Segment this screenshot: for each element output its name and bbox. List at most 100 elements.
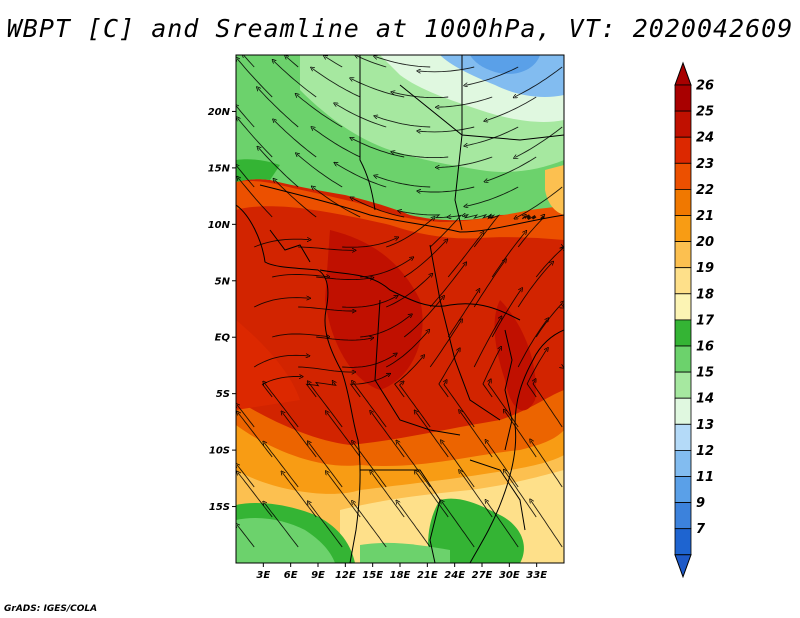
lon-tick-label: 30E xyxy=(499,570,520,581)
streamline xyxy=(473,318,501,368)
streamline xyxy=(360,258,412,278)
streamline xyxy=(397,442,431,488)
streamline xyxy=(442,441,475,488)
streamline xyxy=(335,104,387,128)
lat-tick-label: EQ xyxy=(215,333,231,344)
lon-tick-label: 18E xyxy=(390,570,411,581)
border-central-1 xyxy=(319,269,521,321)
colorbar-swatch xyxy=(674,215,692,243)
streamline xyxy=(442,501,475,548)
streamline xyxy=(237,465,255,488)
streamline xyxy=(327,472,361,518)
lat-tick-label: 5S xyxy=(216,389,230,400)
streamline xyxy=(415,412,449,458)
lon-tick-label: 6E xyxy=(284,570,298,581)
colorbar-label: 16 xyxy=(696,340,714,355)
colorbar-label: 19 xyxy=(696,261,714,276)
streamline xyxy=(316,337,372,340)
streamline xyxy=(356,56,387,68)
colorbar-label: 20 xyxy=(696,235,714,250)
streamline xyxy=(522,215,537,220)
streamline xyxy=(419,66,475,72)
colorbar-label: 23 xyxy=(696,157,714,172)
streamline xyxy=(264,443,299,488)
colorbar-label: 21 xyxy=(696,209,714,224)
colorbar-label: 18 xyxy=(696,287,714,302)
lat-tick-label: 15S xyxy=(209,502,230,513)
streamline xyxy=(272,333,328,337)
border-sahel xyxy=(259,184,564,233)
streamline xyxy=(298,246,354,250)
streamline xyxy=(327,412,361,458)
streamline xyxy=(482,348,501,398)
colorbar-label: 24 xyxy=(696,131,714,146)
streamline xyxy=(386,275,431,308)
colorbar-label: 17 xyxy=(696,313,715,328)
lon-tick-label: 33E xyxy=(526,570,547,581)
streamline xyxy=(237,59,273,98)
lat-tick-label: 20N xyxy=(208,107,231,118)
streamline xyxy=(419,186,475,192)
streamline xyxy=(489,381,519,428)
colorbar-swatch xyxy=(674,345,692,373)
streamline xyxy=(312,68,361,98)
streamline xyxy=(309,382,343,428)
credit-text: GrADS: IGES/COLA xyxy=(4,604,98,614)
lon-tick-label: 27E xyxy=(472,570,493,581)
lat-tick-label: 5N xyxy=(215,276,231,287)
streamline xyxy=(352,138,405,158)
streamline xyxy=(491,289,521,338)
streamline xyxy=(398,382,431,428)
streamline xyxy=(261,377,301,398)
streamline xyxy=(297,154,343,188)
streamline xyxy=(244,55,255,68)
streamline xyxy=(325,57,343,68)
streamline xyxy=(403,297,443,338)
borders xyxy=(236,55,564,563)
streamline xyxy=(349,374,389,398)
streamline xyxy=(264,383,299,428)
streamline xyxy=(486,501,519,548)
streamline xyxy=(316,277,372,280)
streamline xyxy=(258,88,299,128)
field-northwest-green-strip xyxy=(236,159,280,182)
colorbar-swatch xyxy=(674,110,692,138)
lat-tick-label: 15N xyxy=(208,163,231,174)
streamline xyxy=(437,156,493,167)
colorbar-top-arrow xyxy=(674,61,692,86)
border-central-3 xyxy=(429,244,501,421)
streamline xyxy=(386,218,433,248)
lon-tick-label: 24E xyxy=(444,570,465,581)
lon-tick-label: 15E xyxy=(362,570,383,581)
streamline xyxy=(429,215,462,248)
streamline xyxy=(336,163,387,188)
streamline xyxy=(254,239,309,248)
streamline xyxy=(305,382,337,398)
streamline xyxy=(486,156,537,181)
streamline xyxy=(376,176,431,188)
streamline xyxy=(397,502,431,548)
streamline xyxy=(376,116,431,128)
streamline xyxy=(473,260,505,308)
streamline xyxy=(274,61,317,98)
colorbar-swatch xyxy=(674,162,692,190)
lon-tick-label: 12E xyxy=(335,570,356,581)
streamline xyxy=(353,442,387,488)
streamline xyxy=(371,412,405,458)
streamline xyxy=(517,319,547,368)
streamline xyxy=(447,290,479,338)
colorbar-label: 11 xyxy=(696,470,714,485)
streamline xyxy=(403,240,446,278)
border-north-3 xyxy=(399,84,564,141)
lat-tick-label: 10S xyxy=(209,446,230,457)
field-west-orange xyxy=(236,320,300,410)
lon-tick-label: 9E xyxy=(311,570,325,581)
colorbar-swatch xyxy=(674,449,692,477)
streamline xyxy=(429,320,461,368)
streamline xyxy=(238,413,273,458)
colorbar-swatch xyxy=(674,319,692,347)
colorbar-swatch xyxy=(674,267,692,295)
lat-tick-label: 10N xyxy=(208,220,231,231)
streamline xyxy=(400,211,449,219)
streamline xyxy=(272,274,328,278)
